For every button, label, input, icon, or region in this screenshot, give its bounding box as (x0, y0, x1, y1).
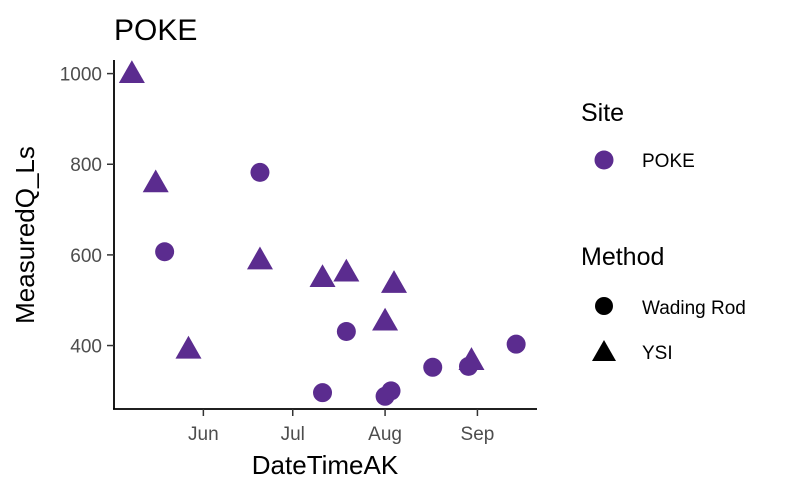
data-point-ysi (458, 347, 485, 370)
y-tick-label: 400 (70, 337, 102, 358)
y-tick-label: 600 (70, 246, 102, 267)
data-point-ysi (309, 264, 336, 287)
legend-method: Method Wading Rod YSI (581, 243, 746, 364)
data-point-ysi (142, 169, 169, 193)
legend-wading-rod-label: Wading Rod (642, 298, 746, 319)
data-point-wading-rod (423, 357, 443, 377)
data-point-ysi (246, 246, 273, 270)
data-point-wading-rod (313, 383, 333, 403)
data-point-wading-rod (155, 242, 175, 262)
x-axis-title: DateTimeAK (252, 450, 399, 480)
legend-site: Site POKE (581, 99, 695, 172)
x-axis-ticks: Jun Jul Aug Sep (188, 409, 494, 445)
x-tick-label: Sep (461, 424, 495, 445)
legend-ysi-key (592, 340, 616, 361)
data-point-wading-rod (381, 381, 401, 401)
legend-method-title: Method (581, 243, 664, 271)
data-point-ysi (372, 307, 399, 331)
y-tick-label: 800 (70, 155, 102, 176)
legend-site-poke-label: POKE (642, 151, 695, 172)
x-tick-label: Aug (368, 424, 402, 445)
legend-ysi-label: YSI (642, 343, 673, 364)
plot-area (118, 60, 526, 406)
legend-wading-rod-key (595, 297, 613, 315)
y-tick-label: 1000 (60, 65, 102, 86)
x-tick-label: Jul (281, 424, 305, 445)
legend-site-poke-key (594, 150, 614, 170)
y-axis-ticks: 400 600 800 1000 (60, 65, 114, 358)
data-point-ysi (118, 60, 145, 84)
data-point-ysi (333, 258, 360, 282)
y-axis-title: MeasuredQ_Ls (10, 146, 40, 324)
data-point-wading-rod (250, 162, 270, 182)
data-point-ysi (381, 270, 408, 293)
data-point-wading-rod (336, 321, 356, 341)
x-tick-label: Jun (188, 424, 219, 445)
chart-title: POKE (114, 14, 197, 47)
data-point-ysi (175, 335, 202, 359)
legend-site-title: Site (581, 99, 624, 127)
data-point-wading-rod (506, 334, 526, 354)
